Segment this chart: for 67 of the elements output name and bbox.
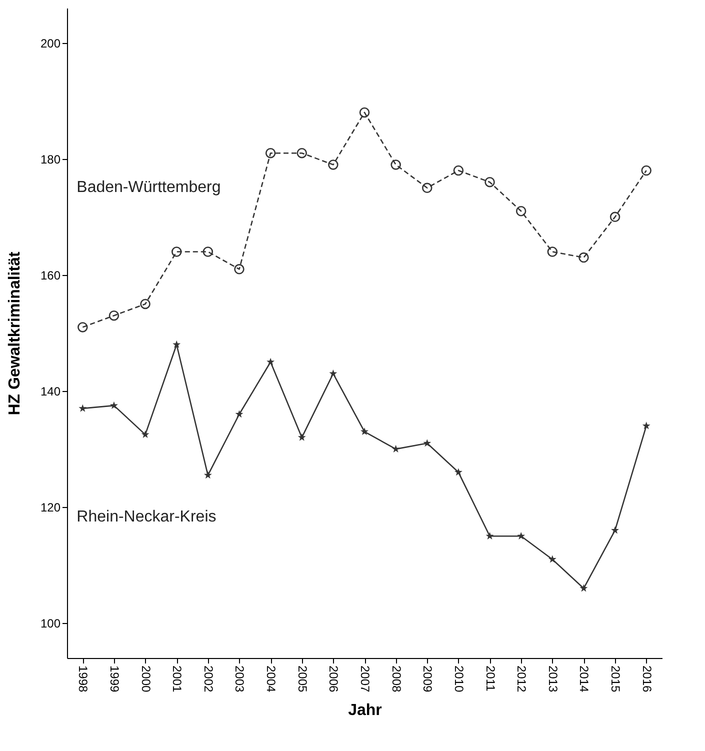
point (422, 182, 432, 194)
point (298, 433, 306, 441)
y-tick-label: 140 (40, 384, 61, 399)
point (359, 107, 370, 118)
point (641, 165, 652, 176)
point (610, 212, 620, 222)
point (266, 358, 275, 366)
point (516, 206, 526, 216)
x-tick-label: 2016 (640, 666, 654, 693)
y-tick-label: 100 (40, 616, 61, 631)
point (78, 404, 87, 412)
point (204, 471, 212, 479)
y-tick-label: 180 (40, 152, 61, 166)
point (423, 439, 432, 447)
x-tick-label: 2005 (295, 666, 310, 693)
x-tick-label: 2001 (170, 666, 184, 693)
point (484, 176, 495, 188)
point (296, 148, 307, 158)
x-tick-label: 2006 (326, 666, 341, 693)
x-tick-label: 2013 (546, 666, 560, 693)
point (108, 310, 120, 321)
x-tick-label: 2004 (264, 666, 278, 693)
point (642, 422, 650, 430)
x-axis-title: Jahr (348, 702, 382, 720)
y-axis-title: HZ Gewaltkriminalität (6, 251, 24, 416)
x-tick-label: 2015 (608, 666, 623, 693)
x-tick-label: 2008 (389, 666, 404, 693)
point (453, 165, 464, 176)
point (110, 401, 118, 409)
x-tick-label: 2010 (452, 666, 466, 693)
point (172, 340, 181, 348)
point (390, 160, 401, 170)
point (171, 246, 182, 257)
point (611, 526, 620, 534)
point (547, 246, 558, 257)
y-tick-label: 120 (40, 500, 61, 515)
x-tick-label: 2009 (420, 666, 435, 693)
point (234, 264, 244, 274)
point (486, 532, 494, 540)
point (392, 444, 400, 452)
series-label: Rhein-Neckar-Kreis (76, 508, 216, 526)
point (141, 430, 150, 438)
x-tick-label: 2014 (577, 666, 592, 693)
x-tick-label: 2000 (138, 666, 153, 693)
point (78, 322, 88, 332)
x-tick-label: 2002 (201, 666, 216, 693)
point (360, 427, 368, 436)
point (265, 148, 276, 158)
y-tick-label: 200 (40, 36, 61, 50)
point (578, 252, 589, 263)
point (517, 532, 526, 540)
point (548, 555, 556, 563)
point (235, 410, 244, 418)
point (580, 584, 588, 592)
x-tick-label: 1999 (107, 666, 122, 693)
x-tick-label: 2007 (358, 666, 372, 693)
point (140, 298, 150, 310)
x-tick-label: 2012 (514, 666, 529, 693)
x-tick-label: 2011 (483, 666, 498, 692)
point (454, 468, 462, 476)
point (328, 160, 338, 170)
x-tick-label: 1998 (76, 666, 90, 693)
x-tick-label: 2003 (232, 666, 247, 693)
point (329, 369, 338, 378)
y-tick-label: 160 (40, 268, 61, 282)
point (202, 246, 214, 257)
text: Baden-Württemberg (76, 179, 221, 196)
